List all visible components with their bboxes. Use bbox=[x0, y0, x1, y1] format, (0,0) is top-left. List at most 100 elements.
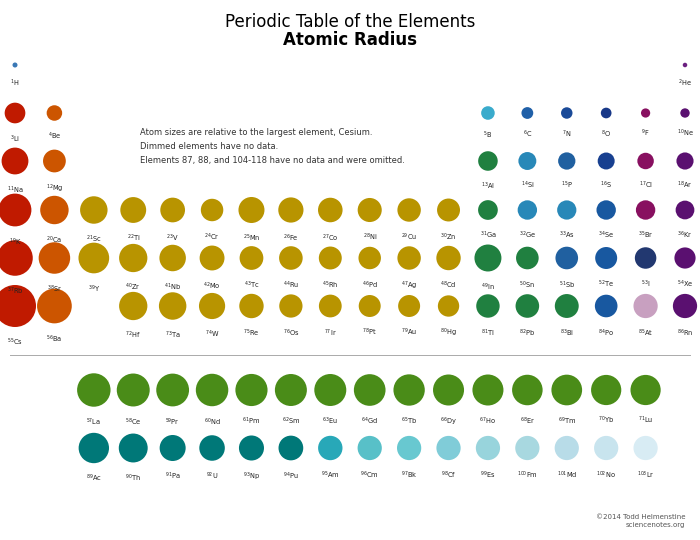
Circle shape bbox=[556, 247, 578, 269]
Text: $^{74}$W: $^{74}$W bbox=[205, 329, 219, 340]
Text: $^{103}$Lr: $^{103}$Lr bbox=[637, 470, 654, 482]
Text: $^{39}$Y: $^{39}$Y bbox=[88, 284, 100, 295]
Text: $^{77}$Ir: $^{77}$Ir bbox=[324, 327, 337, 339]
Circle shape bbox=[481, 106, 495, 120]
Text: $^{96}$Cm: $^{96}$Cm bbox=[360, 470, 379, 482]
Circle shape bbox=[159, 292, 186, 320]
Text: $^{61}$Pm: $^{61}$Pm bbox=[242, 416, 260, 427]
Text: $^{62}$Sm: $^{62}$Sm bbox=[281, 416, 300, 427]
Text: $^{22}$Ti: $^{22}$Ti bbox=[127, 233, 140, 244]
Circle shape bbox=[554, 436, 579, 460]
Circle shape bbox=[275, 374, 307, 406]
Circle shape bbox=[196, 374, 228, 406]
Circle shape bbox=[358, 247, 381, 269]
Text: $^{101}$Md: $^{101}$Md bbox=[556, 470, 577, 482]
Circle shape bbox=[80, 196, 108, 224]
Circle shape bbox=[279, 198, 304, 222]
Circle shape bbox=[680, 109, 690, 118]
Text: $^{50}$Sn: $^{50}$Sn bbox=[519, 279, 536, 291]
Circle shape bbox=[160, 198, 185, 222]
Text: $^{64}$Gd: $^{64}$Gd bbox=[361, 416, 378, 427]
Text: $^{85}$At: $^{85}$At bbox=[638, 328, 653, 340]
Circle shape bbox=[433, 375, 464, 406]
Text: $^{35}$Br: $^{35}$Br bbox=[638, 230, 653, 241]
Text: $^{45}$Rh: $^{45}$Rh bbox=[322, 280, 339, 291]
Circle shape bbox=[393, 374, 425, 406]
Text: $^{82}$Pb: $^{82}$Pb bbox=[519, 328, 536, 339]
Text: $^{76}$Os: $^{76}$Os bbox=[283, 328, 299, 339]
Text: $^{72}$Hf: $^{72}$Hf bbox=[125, 330, 141, 341]
Text: Elements 87, 88, and 104-118 have no data and were omitted.: Elements 87, 88, and 104-118 have no dat… bbox=[140, 156, 405, 165]
Circle shape bbox=[476, 436, 500, 460]
Circle shape bbox=[437, 199, 460, 221]
Circle shape bbox=[0, 194, 32, 226]
Text: $^{30}$Zn: $^{30}$Zn bbox=[440, 232, 456, 243]
Circle shape bbox=[199, 435, 225, 461]
Text: $^{75}$Re: $^{75}$Re bbox=[243, 328, 260, 340]
Text: $^{1}$H: $^{1}$H bbox=[10, 78, 20, 89]
Circle shape bbox=[473, 375, 503, 406]
Circle shape bbox=[595, 247, 617, 269]
Circle shape bbox=[436, 246, 461, 270]
Text: $^{2}$He: $^{2}$He bbox=[678, 77, 692, 89]
Circle shape bbox=[397, 436, 421, 460]
Circle shape bbox=[5, 103, 25, 123]
Text: $^{70}$Yb: $^{70}$Yb bbox=[598, 415, 614, 427]
Circle shape bbox=[119, 244, 148, 272]
Text: $^{55}$Cs: $^{55}$Cs bbox=[7, 337, 23, 348]
Text: $^{7}$N: $^{7}$N bbox=[562, 129, 571, 140]
Text: $^{90}$Th: $^{90}$Th bbox=[125, 472, 141, 484]
Circle shape bbox=[319, 295, 342, 318]
Text: $^{48}$Cd: $^{48}$Cd bbox=[440, 280, 456, 292]
Text: $^{95}$Am: $^{95}$Am bbox=[321, 470, 340, 482]
Text: $^{31}$Ga: $^{31}$Ga bbox=[480, 230, 496, 241]
Circle shape bbox=[160, 245, 186, 271]
Text: $^{43}$Tc: $^{43}$Tc bbox=[244, 280, 259, 291]
Circle shape bbox=[634, 436, 658, 460]
Circle shape bbox=[78, 433, 109, 463]
Text: $^{11}$Na: $^{11}$Na bbox=[7, 184, 23, 195]
Circle shape bbox=[314, 374, 346, 406]
Text: $^{51}$Sb: $^{51}$Sb bbox=[559, 279, 575, 291]
Circle shape bbox=[43, 150, 66, 172]
Text: $^{21}$Sc: $^{21}$Sc bbox=[86, 234, 101, 245]
Text: $^{100}$Fm: $^{100}$Fm bbox=[517, 470, 538, 482]
Circle shape bbox=[156, 374, 189, 407]
Text: $^{65}$Tb: $^{65}$Tb bbox=[401, 416, 417, 427]
Text: $^{18}$Ar: $^{18}$Ar bbox=[678, 180, 693, 191]
Text: $^{52}$Te: $^{52}$Te bbox=[598, 279, 614, 291]
Text: $^{19}$K: $^{19}$K bbox=[8, 237, 21, 248]
Circle shape bbox=[478, 200, 498, 220]
Text: $^{67}$Ho: $^{67}$Ho bbox=[480, 415, 496, 427]
Circle shape bbox=[522, 107, 533, 119]
Circle shape bbox=[635, 247, 657, 269]
Circle shape bbox=[561, 107, 573, 119]
Text: $^{56}$Ba: $^{56}$Ba bbox=[46, 333, 62, 345]
Text: $^{34}$Se: $^{34}$Se bbox=[598, 230, 614, 241]
Circle shape bbox=[78, 242, 109, 273]
Text: $^{92}$U: $^{92}$U bbox=[206, 471, 218, 482]
Text: $^{9}$F: $^{9}$F bbox=[641, 127, 650, 139]
Text: $^{98}$Cf: $^{98}$Cf bbox=[441, 470, 456, 482]
Circle shape bbox=[13, 63, 18, 68]
Circle shape bbox=[475, 245, 501, 272]
Circle shape bbox=[0, 285, 36, 327]
Text: $^{91}$Pa: $^{91}$Pa bbox=[164, 471, 181, 482]
Circle shape bbox=[591, 375, 622, 405]
Circle shape bbox=[516, 247, 539, 269]
Text: $^{71}$Lu: $^{71}$Lu bbox=[638, 415, 653, 427]
Circle shape bbox=[673, 294, 697, 318]
Text: $^{28}$Ni: $^{28}$Ni bbox=[363, 232, 377, 244]
Circle shape bbox=[398, 246, 421, 269]
Circle shape bbox=[631, 375, 661, 405]
Circle shape bbox=[1, 147, 29, 174]
Text: $^{60}$Nd: $^{60}$Nd bbox=[204, 416, 220, 428]
Circle shape bbox=[239, 197, 265, 223]
Circle shape bbox=[40, 196, 69, 224]
Text: Periodic Table of the Elements: Periodic Table of the Elements bbox=[225, 13, 475, 31]
Circle shape bbox=[555, 294, 579, 318]
Text: $^{58}$Ce: $^{58}$Ce bbox=[125, 416, 141, 428]
Text: Atomic Radius: Atomic Radius bbox=[283, 31, 417, 49]
Text: $^{5}$B: $^{5}$B bbox=[483, 130, 493, 141]
Text: $^{3}$Li: $^{3}$Li bbox=[10, 133, 20, 145]
